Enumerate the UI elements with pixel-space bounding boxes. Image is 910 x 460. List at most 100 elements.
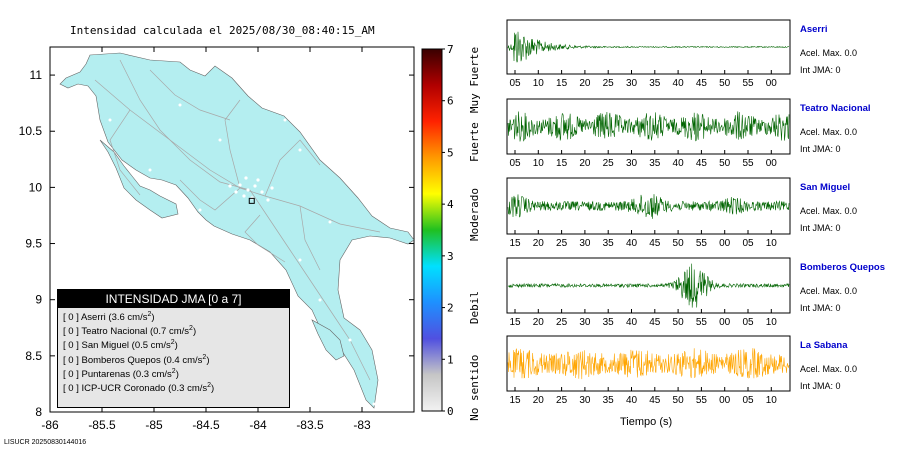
station-name: Bomberos Quepos (800, 262, 885, 273)
seismogram-x-tick-label: 30 (626, 78, 638, 89)
seismogram-panel: 05 10 15 20 25 30 35 40 45 50 55 00 (506, 98, 791, 169)
seismogram-x-tick-label: 55 (696, 238, 708, 249)
seismogram-x-tick-label: 20 (533, 317, 545, 328)
station-name: Aserri (800, 24, 828, 35)
intensity-legend: INTENSIDAD JMA [0 a 7] [ 0 ] Aserri (3.6… (57, 289, 290, 408)
seismogram-x-tick-label: 30 (579, 317, 591, 328)
chart-title: Intensidad calculada el 2025/08/30_08:40… (70, 24, 375, 37)
x-axis-label: Tiempo (s) (620, 416, 673, 428)
legend-row-code: [ 0 ] (63, 383, 79, 395)
seismogram-x-tick-label: 05 (509, 158, 521, 169)
colorbar-gradient (421, 48, 443, 412)
epicenter-marker (248, 197, 255, 204)
seismogram-x-tick-label: 05 (509, 78, 521, 89)
seismogram-x-tick-label: 45 (649, 238, 661, 249)
seismogram-x-tick-label: 45 (696, 78, 708, 89)
seismogram-x-tick-label: 30 (579, 238, 591, 249)
intensity-colorbar (421, 48, 443, 412)
seismogram-x-tick-label: 45 (649, 317, 661, 328)
seismogram-x-tick-label: 50 (673, 317, 685, 328)
station-name: Teatro Nacional (800, 103, 871, 114)
legend-row-unit-exponent: 2 (207, 381, 212, 389)
seismogram-x-tick-label: 15 (556, 158, 568, 169)
map-y-tick-label: 9 (35, 293, 42, 307)
legend-row-value: (0.3 cm/s (168, 383, 208, 395)
legend-title: INTENSIDAD JMA [0 a 7] (58, 290, 289, 308)
seismogram-x-tick-label: 25 (556, 238, 568, 249)
seismogram-x-tick-label: 35 (649, 78, 661, 89)
seismogram-x-tick-label: 30 (626, 158, 638, 169)
legend-row-value: (3.6 cm/s (108, 312, 148, 324)
legend-row-code: [ 0 ] (63, 368, 79, 380)
seismogram-x-tick-label: 35 (649, 158, 661, 169)
legend-row-close: ) (175, 368, 179, 380)
colorbar-tick-label: 1 (447, 353, 454, 366)
legend-row-unit-exponent: 2 (170, 339, 175, 347)
legend-row-code: [ 0 ] (63, 326, 79, 338)
colorbar-labels: No sentido Debil Moderado Fuerte Muy Fuerte (468, 47, 481, 421)
legend-row: [ 0 ] Aserri (3.6 cm/s2) (58, 308, 289, 324)
seismogram-x-tick-label: 35 (603, 395, 615, 406)
colorbar-category-label: Muy Fuerte (468, 47, 481, 113)
legend-row: [ 0 ] Teatro Nacional (0.7 cm/s2) (58, 322, 289, 338)
seismogram-x-tick-label: 15 (509, 395, 521, 406)
seismogram-x-tick-label: 20 (579, 158, 591, 169)
seismogram-x-tick-label: 10 (766, 238, 778, 249)
seismogram-x-tick-label: 45 (696, 158, 708, 169)
seismogram-trace (507, 263, 790, 308)
legend-row: [ 0 ] Puntarenas (0.3 cm/s2) (58, 365, 289, 380)
seismogram-panel: 15 20 25 30 35 40 45 50 55 00 05 10 (506, 177, 791, 249)
seismogram-x-tick-label: 10 (766, 317, 778, 328)
seismogram-x-tick-label: 55 (696, 395, 708, 406)
legend-row: [ 0 ] ICP-UCR Coronado (0.3 cm/s2) (58, 379, 289, 395)
map-x-tick-label: -84 (249, 418, 267, 432)
seismogram-x-tick-label: 40 (626, 395, 638, 406)
map-x-tick-label: -86 (41, 418, 59, 432)
seismogram-x-tick-label: 15 (509, 317, 521, 328)
colorbar-ticks: 0 1 2 3 4 5 6 7 (442, 43, 454, 418)
legend-row-unit-exponent: 2 (171, 367, 176, 375)
colorbar-tick-label: 4 (447, 198, 454, 211)
legend-row-close: ) (151, 312, 155, 324)
map-x-tick-label: -85 (145, 418, 163, 432)
seismogram-x-tick-label: 15 (556, 78, 568, 89)
seismogram-trace (507, 348, 790, 380)
seismogram-trace (507, 31, 789, 63)
colorbar-tick-label: 2 (447, 302, 454, 315)
seismogram-x-tick-label: 45 (649, 395, 661, 406)
seismogram-x-tick-label: 35 (603, 317, 615, 328)
seismogram-x-tick-label: 10 (533, 158, 545, 169)
station-acel-max: Acel. Max. 0.0 (800, 286, 858, 296)
legend-row-code: [ 0 ] (63, 340, 79, 352)
map-x-tick-label: -83.5 (296, 418, 324, 432)
seismogram-x-tick-label: 35 (603, 238, 615, 249)
colorbar-category-label: Fuerte (468, 122, 481, 162)
seismogram-x-tick-label: 25 (556, 317, 568, 328)
legend-row-code: [ 0 ] (63, 312, 79, 324)
station-name: La Sabana (800, 340, 848, 351)
legend-row-unit-exponent: 2 (189, 325, 193, 333)
map-y-tick-label: 10 (29, 180, 43, 194)
legend-row: [ 0 ] Bomberos Quepos (0.4 cm/s2) (58, 351, 289, 366)
seismogram-x-tick-label: 05 (742, 238, 754, 249)
seismogram-frame (506, 257, 791, 314)
legend-row-close: ) (206, 354, 210, 366)
map-y-tick-label: 9.5 (25, 237, 42, 251)
legend-row-unit-exponent: 2 (147, 311, 152, 318)
road-network (94, 59, 381, 381)
legend-row-value: (0.3 cm/s (132, 368, 172, 380)
seismogram-x-tick-label: 25 (603, 158, 615, 169)
map-y-tick-label: 8.5 (25, 349, 42, 363)
seismogram-trace (507, 194, 790, 219)
seismogram-x-tick-label: 25 (556, 395, 568, 406)
seismogram-x-tick-label: 30 (579, 395, 591, 406)
legend-row-station: Bomberos Quepos (81, 354, 161, 366)
seismogram-x-tick-label: 10 (533, 78, 545, 89)
seismogram-panel: 15 20 25 30 35 40 45 50 55 00 05 10 (506, 335, 791, 406)
station-int-jma: Int JMA: 0 (800, 65, 841, 75)
station-int-jma: Int JMA: 0 (800, 223, 841, 233)
seismogram-panel: 05 10 15 20 25 30 35 40 45 50 55 00 (506, 19, 791, 89)
seismogram-x-tick-label: 05 (742, 317, 754, 328)
station-dots (108, 103, 376, 406)
legend-row-value: (0.7 cm/s (149, 326, 190, 338)
